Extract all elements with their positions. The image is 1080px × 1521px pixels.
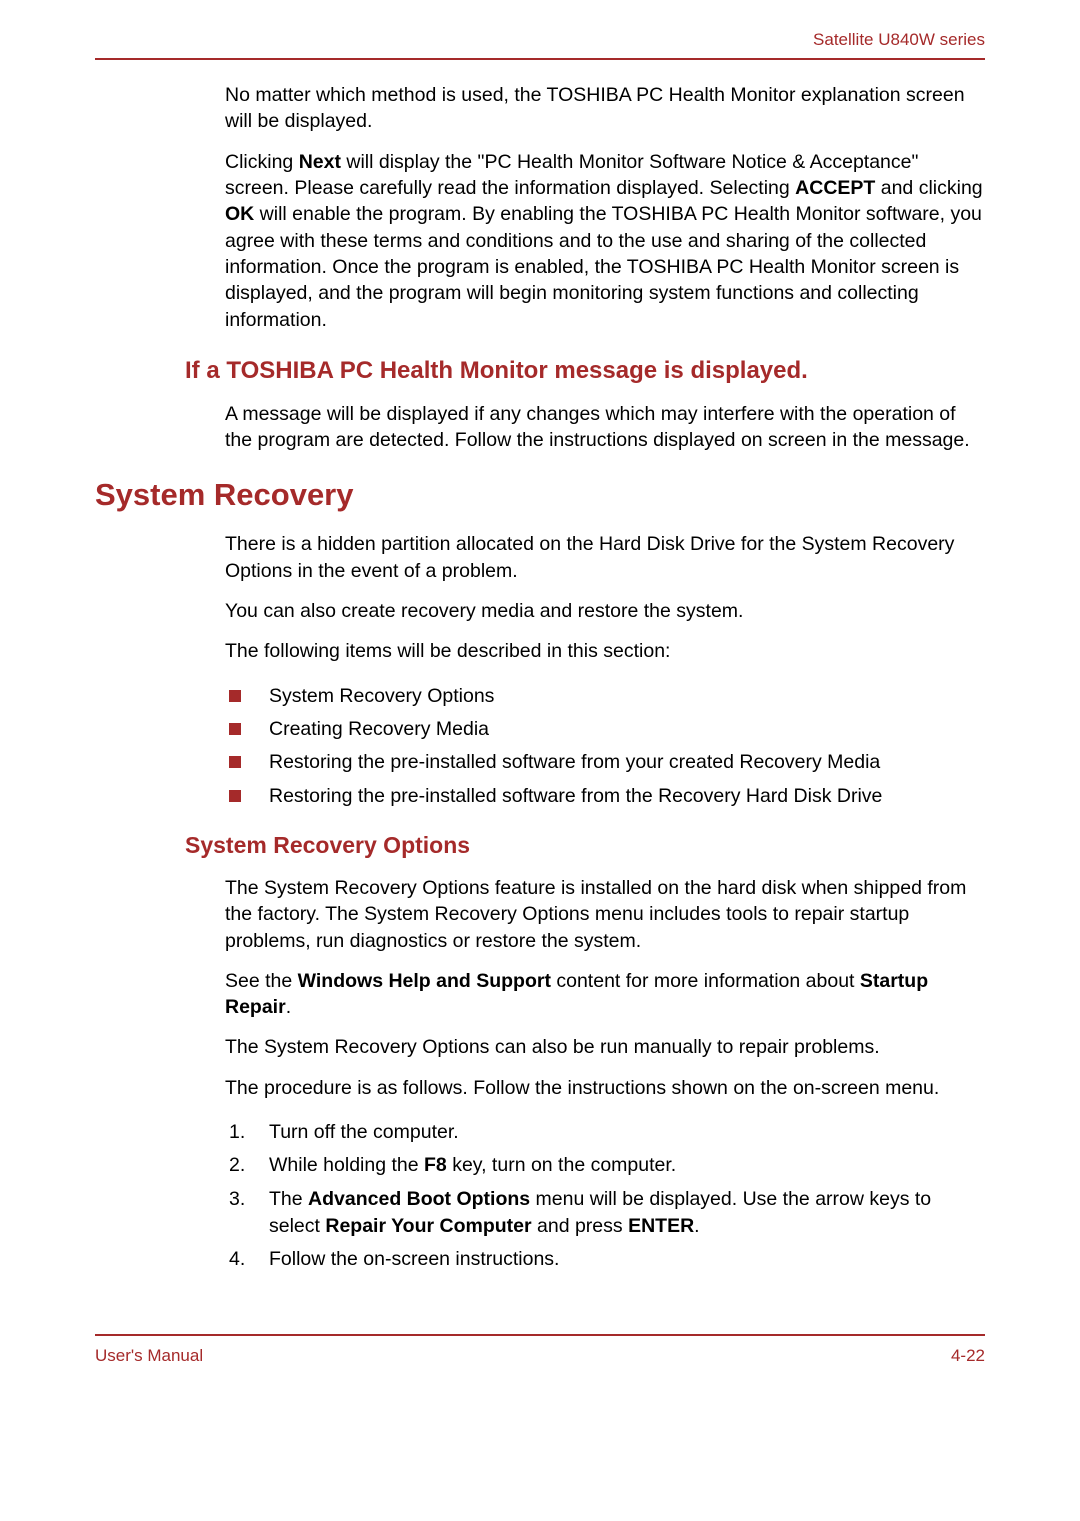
options-p3: The System Recovery Options can also be … <box>225 1034 985 1060</box>
footer-left: User's Manual <box>95 1346 203 1366</box>
bold-whs: Windows Help and Support <box>298 970 551 992</box>
intro-p1: No matter which method is used, the TOSH… <box>225 82 985 135</box>
msg-p1: A message will be displayed if any chang… <box>225 401 985 454</box>
text: content for more information about <box>551 970 860 992</box>
step-3: The Advanced Boot Options menu will be d… <box>225 1186 985 1241</box>
intro-block: No matter which method is used, the TOSH… <box>225 82 985 333</box>
options-p1: The System Recovery Options feature is i… <box>225 875 985 954</box>
recovery-block: There is a hidden partition allocated on… <box>225 531 985 664</box>
recovery-p3: The following items will be described in… <box>225 638 985 664</box>
bold-accept: ACCEPT <box>795 177 875 199</box>
text: See the <box>225 970 298 992</box>
step-4: Follow the on-screen instructions. <box>225 1246 985 1273</box>
page-header: Satellite U840W series <box>95 30 985 60</box>
page: Satellite U840W series No matter which m… <box>0 0 1080 1396</box>
text: will enable the program. By enabling the… <box>225 203 982 330</box>
text: The <box>269 1188 308 1210</box>
step-1: Turn off the computer. <box>225 1119 985 1146</box>
recovery-p1: There is a hidden partition allocated on… <box>225 531 985 584</box>
step-2: While holding the F8 key, turn on the co… <box>225 1152 985 1179</box>
heading-health-message: If a TOSHIBA PC Health Monitor message i… <box>185 357 985 385</box>
recovery-bullets: System Recovery Options Creating Recover… <box>225 683 985 810</box>
bold-next: Next <box>299 151 341 173</box>
heading-system-recovery: System Recovery <box>95 477 985 513</box>
options-p2: See the Windows Help and Support content… <box>225 968 985 1021</box>
msg-block: A message will be displayed if any chang… <box>225 401 985 454</box>
bold-ok: OK <box>225 203 254 225</box>
list-item: Restoring the pre-installed software fro… <box>225 749 985 776</box>
page-footer: User's Manual 4-22 <box>95 1334 985 1366</box>
options-p4: The procedure is as follows. Follow the … <box>225 1075 985 1101</box>
options-block: The System Recovery Options feature is i… <box>225 875 985 1101</box>
text: . <box>286 996 291 1018</box>
text: key, turn on the computer. <box>447 1154 676 1176</box>
text: . <box>694 1215 699 1237</box>
recovery-p2: You can also create recovery media and r… <box>225 598 985 624</box>
bold-f8: F8 <box>424 1154 447 1176</box>
footer-right: 4-22 <box>951 1346 985 1366</box>
heading-recovery-options: System Recovery Options <box>185 832 985 859</box>
text: and press <box>532 1215 628 1237</box>
list-item: Restoring the pre-installed software fro… <box>225 783 985 810</box>
recovery-steps: Turn off the computer. While holding the… <box>225 1119 985 1273</box>
bold-abo: Advanced Boot Options <box>308 1188 530 1210</box>
list-item: Creating Recovery Media <box>225 716 985 743</box>
text: While holding the <box>269 1154 424 1176</box>
text: Clicking <box>225 151 299 173</box>
text: and clicking <box>875 177 982 199</box>
list-item: System Recovery Options <box>225 683 985 710</box>
series-label: Satellite U840W series <box>813 30 985 49</box>
bold-ryc: Repair Your Computer <box>325 1215 531 1237</box>
bold-enter: ENTER <box>628 1215 694 1237</box>
intro-p2: Clicking Next will display the "PC Healt… <box>225 149 985 333</box>
